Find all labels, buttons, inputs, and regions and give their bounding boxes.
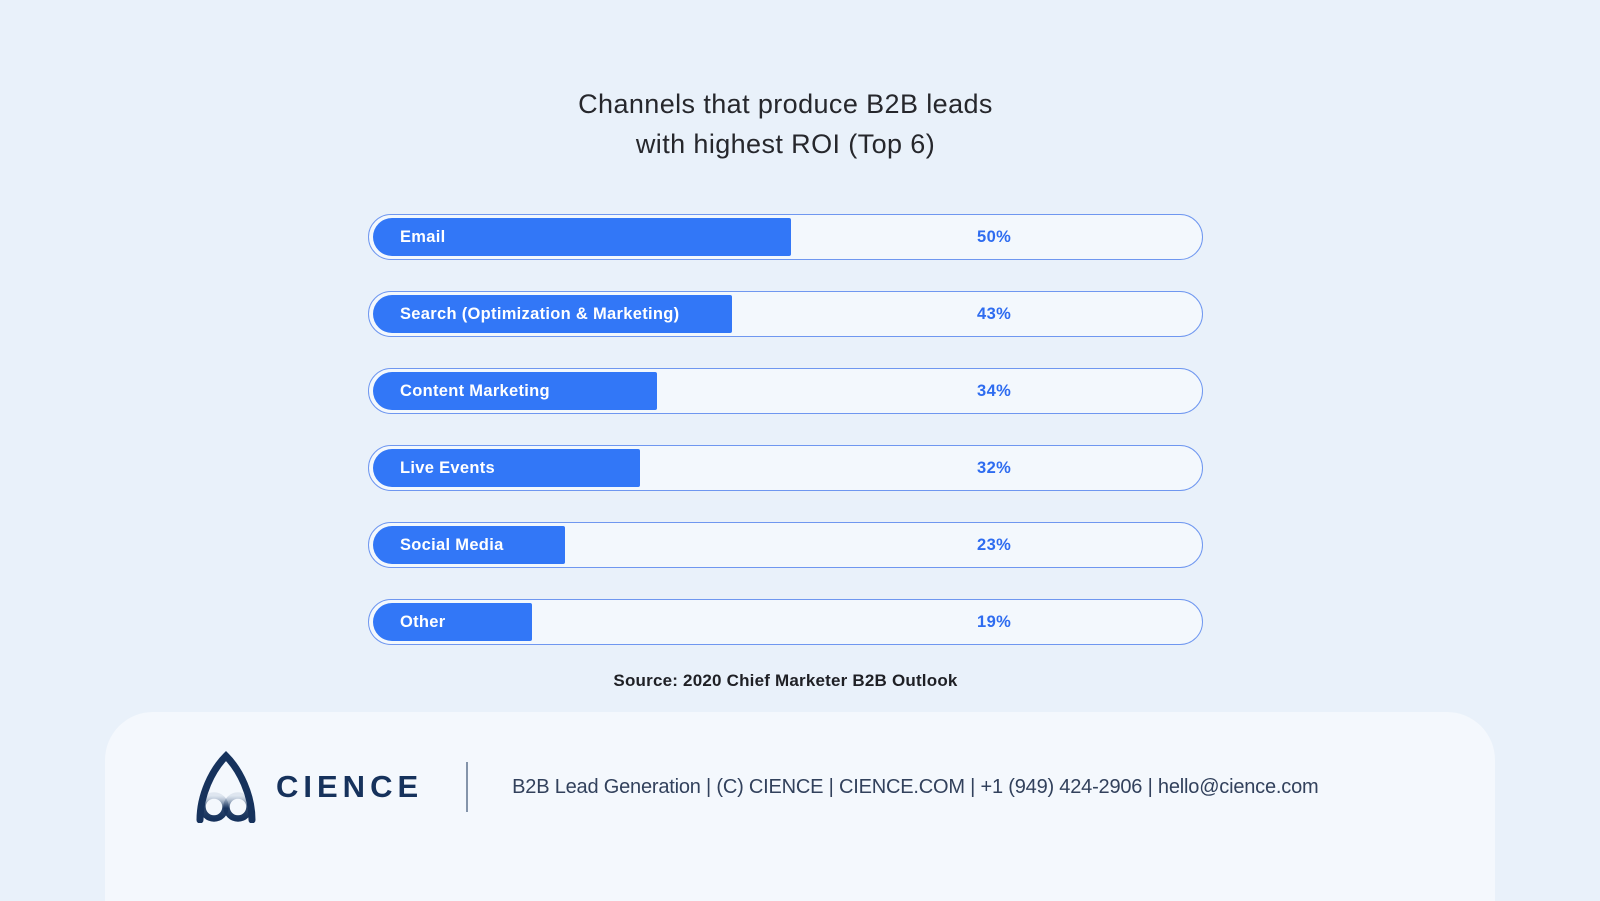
bar-value: 43%	[977, 304, 1012, 323]
bar-fill: Social Media	[373, 526, 566, 564]
source-note: Source: 2020 Chief Marketer B2B Outlook	[368, 671, 1203, 691]
footer-divider	[466, 762, 469, 812]
bar-row-search: Search (Optimization & Marketing) 43%	[368, 291, 1203, 337]
footer-panel	[105, 712, 1495, 901]
bar-row-content-marketing: Content Marketing 34%	[368, 368, 1203, 414]
footer-contact-info: B2B Lead Generation | (C) CIENCE | CIENC…	[512, 775, 1319, 798]
bar-value: 50%	[977, 227, 1012, 246]
chart-title: Channels that produce B2B leads with hig…	[368, 84, 1203, 164]
bar-value: 19%	[977, 612, 1012, 631]
bar-label: Social Media	[400, 535, 504, 554]
bar-label: Live Events	[400, 458, 496, 477]
bar-label: Search (Optimization & Marketing)	[400, 304, 680, 323]
brand-wordmark: CIENCE	[276, 769, 424, 804]
bar-row-email: Email 50%	[368, 214, 1203, 260]
bar-row-other: Other 19%	[368, 599, 1203, 645]
source-text: 2020 Chief Marketer B2B Outlook	[683, 671, 958, 690]
bar-fill: Other	[373, 603, 532, 641]
bar-row-social-media: Social Media 23%	[368, 522, 1203, 568]
bar-label: Email	[400, 227, 446, 246]
bar-label: Content Marketing	[400, 381, 550, 400]
cience-arch-logo-icon	[196, 751, 256, 823]
source-label: Source:	[613, 671, 684, 690]
bar-fill: Search (Optimization & Marketing)	[373, 295, 733, 333]
bar-value: 34%	[977, 381, 1012, 400]
bar-fill: Email	[373, 218, 791, 256]
bar-row-live-events: Live Events 32%	[368, 445, 1203, 491]
bar-label: Other	[400, 612, 446, 631]
chart-title-line2: with highest ROI (Top 6)	[635, 129, 936, 159]
roi-bar-chart: Channels that produce B2B leads with hig…	[368, 84, 1203, 691]
bar-fill: Content Marketing	[373, 372, 657, 410]
footer: CIENCE B2B Lead Generation | (C) CIENCE …	[193, 748, 1319, 826]
bar-list: Email 50% Search (Optimization & Marketi…	[368, 214, 1203, 645]
chart-title-line1: Channels that produce B2B leads	[578, 89, 993, 119]
bar-value: 32%	[977, 458, 1012, 477]
bar-value: 23%	[977, 535, 1012, 554]
bar-fill: Live Events	[373, 449, 641, 487]
